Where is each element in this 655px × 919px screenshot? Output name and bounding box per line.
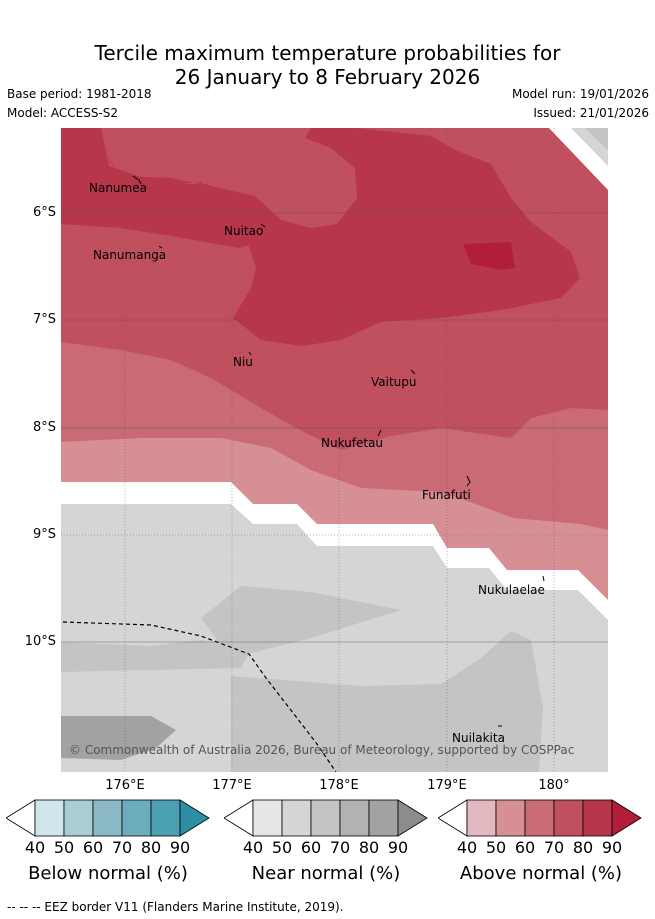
cb-below-tick-60: 60 [82,838,104,857]
near-normal-60-70-south-overlay [231,631,543,772]
place-label-nanumea: Nanumea [89,181,147,195]
cb-below-tick-90: 90 [169,838,191,857]
model-name: Model: ACCESS-S2 [7,106,119,120]
above-normal-80-90-zone [101,128,580,346]
cb-near-tick-50: 50 [271,838,293,857]
cb-above-tick-50: 50 [485,838,507,857]
lat-label-7s: 7°S [32,312,56,327]
cb-above-swatch-5 [582,799,613,837]
lat-label-9s: 9°S [32,527,56,542]
island-mark-funafuti [466,475,471,487]
cb-below-swatch-5 [150,799,181,837]
above-normal-80-90-west [61,128,253,248]
probability-map[interactable]: Nanumea Nuitao Nanumanga Niu Vaitupu Nuk… [61,128,608,772]
lat-label-6s: 6°S [32,205,56,220]
cb-above-tick-70: 70 [543,838,565,857]
copyright-notice: © Commonwealth of Australia 2026, Bureau… [69,743,574,757]
island-mark-nukulaelae [542,575,545,582]
cb-near-swatch-3 [310,799,341,837]
cb-below-swatch-0 [6,799,36,837]
cb-near-swatch-4 [339,799,370,837]
map-title-line2: 26 January to 8 February 2026 [174,65,481,89]
near-normal-60-70-edge [61,640,251,672]
place-label-nuilakita: Nuilakita [452,731,505,745]
place-label-nukulaelae: Nukulaelae [478,583,545,597]
cb-above-tick-80: 80 [572,838,594,857]
cb-below-tick-50: 50 [53,838,75,857]
colorbar-below-normal [6,799,210,837]
cb-above-title: Above normal (%) [459,863,623,884]
eez-border-line [62,621,337,772]
island-mark-nanumea [132,175,142,185]
island-mark-nanumanga [158,245,163,249]
island-mark-niu [248,351,252,356]
cb-above-swatch-6 [611,799,642,837]
cb-below-tick-40: 40 [24,838,46,857]
ne-near-normal-60-70 [585,128,608,150]
island-marks [132,175,545,727]
place-label-funafuti: Funafuti [422,488,471,502]
cb-near-tick-90: 90 [387,838,409,857]
near-normal-60-70-west-overlay [201,586,401,658]
cb-below-swatch-3 [92,799,123,837]
lat-label-10s: 10°S [24,634,56,649]
cb-above-swatch-2 [495,799,526,837]
cb-below-swatch-4 [121,799,152,837]
near-normal-70-80-overlay [61,716,176,760]
lat-label-8s: 8°S [32,420,56,435]
cb-near-swatch-0 [224,799,254,837]
eez-legend: -- -- -- EEZ border V11 (Flanders Marine… [7,900,344,914]
cb-above-tick-90: 90 [601,838,623,857]
cb-below-swatch-6 [179,799,210,837]
place-label-nanumanga: Nanumanga [93,248,166,262]
issued-date: Issued: 21/01/2026 [533,106,649,120]
cb-below-title: Below normal (%) [28,863,188,884]
colorbar-near-normal [224,799,428,837]
place-label-nuitao: Nuitao [224,224,263,238]
cb-above-tick-60: 60 [514,838,536,857]
lon-label-177e: 177°E [212,778,252,793]
cb-above-swatch-1 [466,799,497,837]
cb-above-swatch-0 [438,799,468,837]
cb-below-tick-70: 70 [111,838,133,857]
cb-near-tick-40: 40 [242,838,264,857]
above-normal-90-zone [463,242,515,270]
cb-near-tick-70: 70 [329,838,351,857]
cb-above-swatch-3 [524,799,555,837]
cb-near-title: Near normal (%) [251,863,401,884]
cb-near-swatch-2 [281,799,312,837]
lon-label-176e: 176°E [105,778,145,793]
map-title-line1: Tercile maximum temperature probabilitie… [94,41,561,65]
graticule [61,128,608,772]
cb-above-tick-40: 40 [456,838,478,857]
colorbar-above-normal [438,799,642,837]
place-label-niu: Niu [233,355,253,369]
cb-below-swatch-2 [63,799,94,837]
lon-label-178e: 178°E [319,778,359,793]
place-label-vaitupu: Vaitupu [371,375,417,389]
cb-above-swatch-4 [553,799,584,837]
cb-below-tick-80: 80 [140,838,162,857]
lon-label-180: 180° [538,778,570,793]
island-mark-nukufetau [377,429,382,437]
lon-label-179e: 179°E [427,778,467,793]
model-run: Model run: 19/01/2026 [511,87,649,101]
cb-near-swatch-5 [368,799,399,837]
base-period: Base period: 1981-2018 [7,87,152,101]
island-mark-vaitupu [410,369,416,375]
place-label-nukufetau: Nukufetau [321,436,383,450]
cb-near-swatch-1 [252,799,283,837]
cb-near-tick-80: 80 [358,838,380,857]
cb-near-swatch-6 [397,799,428,837]
cb-below-swatch-1 [34,799,65,837]
island-mark-nuitao [260,223,266,228]
cb-near-tick-60: 60 [300,838,322,857]
